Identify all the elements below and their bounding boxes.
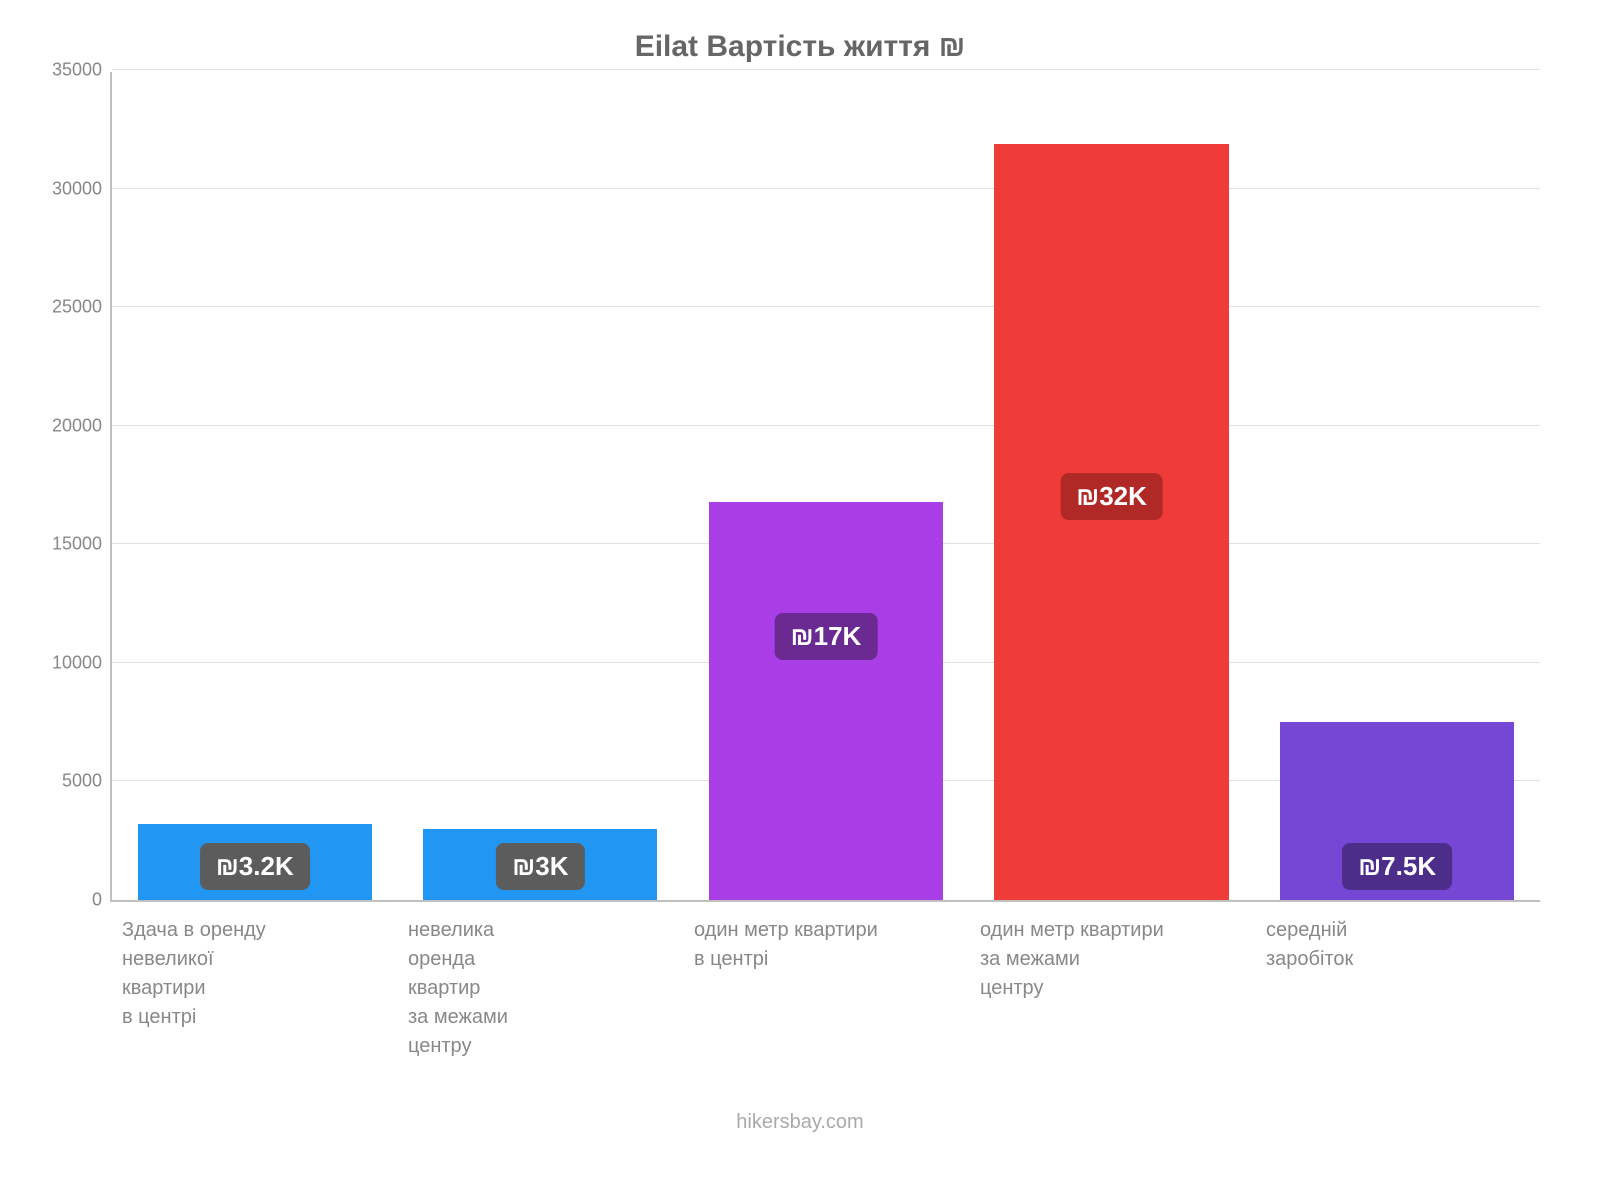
x-axis-label: один метр квартири в центрі (682, 916, 968, 1061)
x-axis-label: один метр квартири за межами центру (968, 916, 1254, 1061)
bar: ₪32K (994, 144, 1228, 900)
y-tick-label: 5000 (62, 771, 112, 792)
x-axis-label: Здача в оренду невеликої квартири в цент… (110, 916, 396, 1061)
y-tick-label: 0 (92, 890, 112, 911)
x-axis-label: невелика оренда квартир за межами центру (396, 916, 682, 1061)
bar-slot: ₪7.5K (1254, 72, 1540, 900)
y-tick-label: 15000 (52, 534, 112, 555)
bar-slot: ₪17K (683, 72, 969, 900)
y-tick-label: 10000 (52, 652, 112, 673)
y-tick-label: 35000 (52, 60, 112, 81)
y-tick-label: 30000 (52, 178, 112, 199)
y-tick-label: 20000 (52, 415, 112, 436)
chart-container: Eilat Вартість життя ₪ ₪3.2K₪3K₪17K₪32K₪… (0, 0, 1600, 1200)
chart-title: Eilat Вартість життя ₪ (40, 30, 1560, 64)
bar-slot: ₪32K (969, 72, 1255, 900)
y-tick-label: 25000 (52, 297, 112, 318)
gridline (112, 69, 1540, 70)
value-badge: ₪17K (775, 613, 878, 660)
x-axis-label: середній заробіток (1254, 916, 1540, 1061)
bar: ₪3.2K (138, 824, 372, 900)
plot-area: ₪3.2K₪3K₪17K₪32K₪7.5K 050001000015000200… (110, 72, 1540, 902)
chart-footer: hikersbay.com (40, 1111, 1560, 1134)
value-badge: ₪7.5K (1342, 843, 1452, 890)
bar-slot: ₪3K (398, 72, 684, 900)
bar: ₪17K (709, 502, 943, 900)
x-axis-labels: Здача в оренду невеликої квартири в цент… (110, 916, 1540, 1061)
bar-slot: ₪3.2K (112, 72, 398, 900)
value-badge: ₪3.2K (200, 843, 310, 890)
bar: ₪7.5K (1280, 722, 1514, 900)
value-badge: ₪32K (1060, 473, 1163, 520)
bars-group: ₪3.2K ₪3K ₪17K ₪32K ₪7.5K (112, 72, 1540, 900)
value-badge: ₪3K (496, 843, 584, 890)
bar: ₪3K (423, 829, 657, 900)
